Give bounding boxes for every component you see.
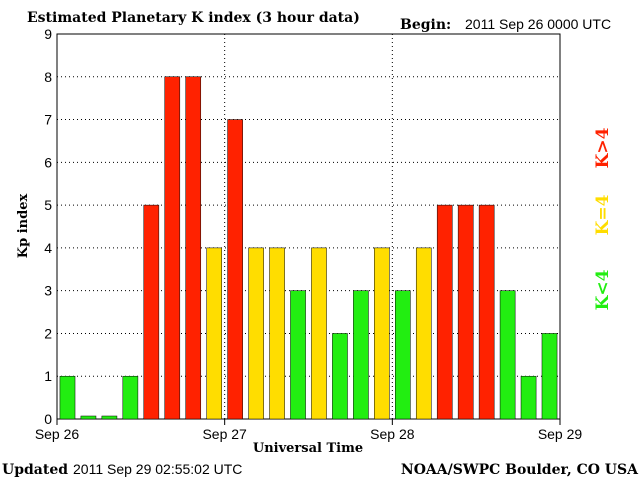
kp-bar bbox=[122, 375, 139, 420]
y-tick-label: 7 bbox=[44, 112, 52, 128]
begin-value: 2011 Sep 26 0000 UTC bbox=[465, 16, 611, 32]
kp-bar bbox=[290, 290, 306, 420]
kp-bar bbox=[185, 76, 202, 420]
kp-bar bbox=[311, 247, 327, 420]
kp-bar bbox=[415, 247, 432, 420]
kp-bar bbox=[374, 247, 390, 420]
y-tick-label: 2 bbox=[44, 325, 52, 341]
bars bbox=[59, 76, 558, 420]
x-tick-label: Sep 26 bbox=[35, 426, 80, 442]
kp-bar bbox=[520, 375, 537, 420]
kp-bar bbox=[353, 290, 369, 420]
x-tick-label: Sep 27 bbox=[202, 426, 247, 442]
x-axis-label: Universal Time bbox=[253, 441, 363, 456]
kp-bar bbox=[436, 204, 453, 420]
y-tick-label: 9 bbox=[44, 26, 52, 42]
updated-label: Updated bbox=[2, 462, 68, 478]
y-tick-label: 3 bbox=[44, 283, 52, 299]
updated-value: 2011 Sep 29 02:55:02 UTC bbox=[73, 461, 242, 477]
y-tick-label: 5 bbox=[44, 197, 52, 213]
kp-bar bbox=[59, 375, 76, 420]
kp-bar bbox=[478, 204, 495, 420]
kp-bar bbox=[457, 204, 474, 420]
chart-title: Estimated Planetary K index (3 hour data… bbox=[27, 10, 360, 26]
grid-lines bbox=[57, 34, 560, 419]
kp-bar bbox=[541, 333, 558, 420]
legend-mid: K=4 bbox=[593, 194, 613, 235]
kp-bar bbox=[332, 333, 348, 420]
kp-bar bbox=[101, 415, 118, 420]
kp-bar bbox=[164, 76, 181, 420]
y-axis-label: Kp index bbox=[16, 194, 31, 259]
legend-high: K>4 bbox=[593, 127, 613, 168]
begin-label: Begin: bbox=[400, 17, 451, 33]
source-credit: NOAA/SWPC Boulder, CO USA bbox=[401, 462, 639, 478]
kp-bar bbox=[227, 119, 243, 420]
plot-area bbox=[56, 33, 561, 420]
legend-low: K<4 bbox=[593, 269, 613, 310]
kp-bar bbox=[143, 204, 160, 420]
y-tick-label: 6 bbox=[44, 154, 52, 170]
kp-bar bbox=[248, 247, 264, 420]
y-tick-label: 8 bbox=[44, 69, 52, 85]
kp-bar bbox=[395, 290, 411, 420]
kp-bar bbox=[206, 247, 222, 420]
y-tick-label: 1 bbox=[44, 368, 52, 384]
kp-bar bbox=[499, 290, 516, 420]
y-axis-ticks: 0 1 2 3 4 5 6 7 8 9 bbox=[44, 26, 52, 427]
x-tick-label: Sep 29 bbox=[538, 426, 583, 442]
kp-bar bbox=[269, 247, 285, 420]
y-tick-label: 4 bbox=[44, 240, 52, 256]
y-tick-label: 0 bbox=[44, 411, 52, 427]
x-axis-ticks: Sep 26 Sep 27 Sep 28 Sep 29 bbox=[35, 419, 583, 442]
kp-bar bbox=[80, 415, 97, 420]
x-tick-label: Sep 28 bbox=[370, 426, 415, 442]
